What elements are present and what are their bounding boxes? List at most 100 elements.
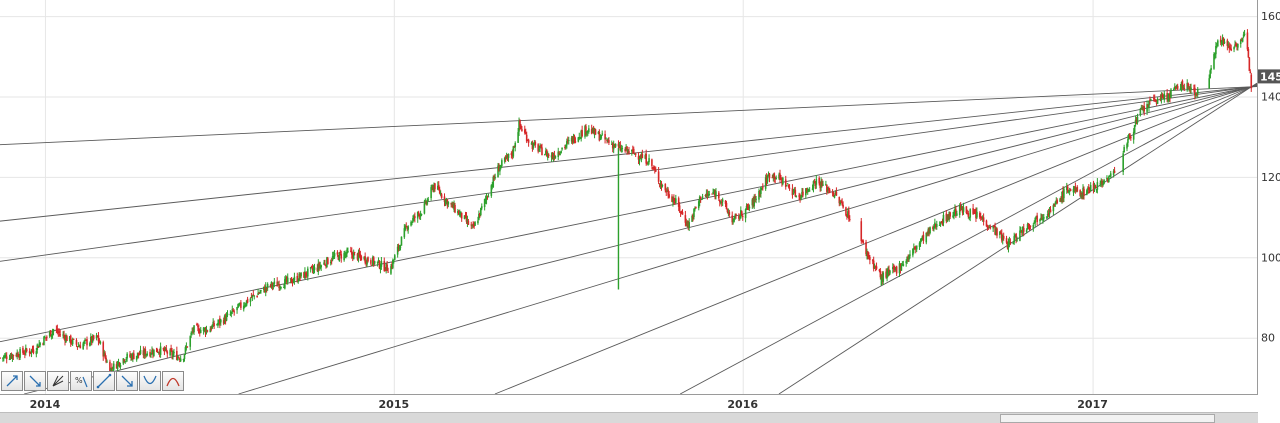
candle-body [533, 142, 536, 145]
candle-body [632, 149, 634, 151]
candle-body [56, 328, 59, 333]
candle-body [986, 225, 989, 228]
scrollbar-thumb[interactable] [1000, 414, 1215, 423]
candle-body [112, 363, 115, 370]
candle-body [1053, 204, 1056, 206]
candle-body [32, 349, 35, 354]
candle-body [3, 355, 6, 358]
candle-body [794, 189, 797, 197]
candle-body [477, 220, 479, 224]
candle-body [1076, 186, 1079, 192]
candle-body [390, 266, 392, 274]
candle-body [826, 184, 828, 192]
candle-body [848, 219, 851, 221]
candle-body [420, 214, 423, 216]
candle-body [673, 197, 675, 202]
candle-body [1127, 138, 1129, 143]
candle-body [894, 267, 897, 270]
arrow-line-tool-button[interactable] [116, 371, 138, 391]
candle-body [1015, 233, 1017, 240]
candle-body [606, 139, 608, 141]
candle-body [645, 153, 647, 164]
fibonacci-fan-tool-button[interactable] [47, 371, 69, 391]
candle-body [210, 327, 213, 330]
candle-body [840, 201, 842, 203]
candle-body [711, 193, 713, 195]
candle-body [405, 226, 408, 228]
candle-body [443, 196, 446, 202]
candlesticks[interactable] [0, 29, 1253, 377]
candle-body [385, 263, 387, 270]
candle-body [585, 126, 587, 134]
candle-body [1139, 108, 1142, 116]
candle-body [162, 348, 165, 350]
valley-curve-tool-button[interactable] [139, 371, 161, 391]
candle-body [458, 211, 460, 215]
candle-body [1237, 43, 1239, 48]
candle-body [774, 177, 777, 179]
candle-body [171, 350, 173, 356]
line-draw-tool-button[interactable] [93, 371, 115, 391]
peak-curve-tool-button[interactable] [162, 371, 184, 391]
candle-body [1093, 185, 1096, 189]
candle-body [526, 140, 529, 142]
candle-body [353, 251, 356, 253]
candle-body [739, 216, 741, 218]
candle-body [10, 354, 13, 358]
candle-body [155, 347, 158, 353]
trend-up-tool-button[interactable] [1, 371, 23, 391]
candle-body [199, 329, 202, 333]
gann-fan[interactable] [0, 82, 1258, 395]
candle-body [1099, 183, 1102, 185]
candle-body [660, 183, 663, 188]
candle-body [232, 310, 235, 312]
candle-body [157, 351, 160, 353]
candle-body [329, 261, 332, 264]
candle-body [1079, 190, 1081, 196]
candle-body [545, 150, 547, 154]
candle-body [65, 336, 67, 343]
candle-body [393, 259, 395, 261]
candle-body [661, 185, 664, 187]
candle-body [647, 163, 649, 165]
candle-body [1035, 216, 1037, 218]
candle-body [76, 346, 79, 348]
candle-body [624, 148, 626, 152]
candle-body [892, 266, 895, 270]
candle-body [666, 190, 669, 192]
candle-body [759, 192, 761, 195]
candle-body [1188, 87, 1190, 89]
candle-body [29, 351, 32, 353]
candle-body [243, 305, 246, 307]
candle-body [514, 142, 517, 148]
time-scrollbar[interactable] [0, 412, 1258, 423]
candle-body [258, 293, 260, 295]
candle-body [464, 215, 467, 217]
candle-body [1014, 234, 1016, 237]
candle-body [371, 264, 373, 266]
candle-body [962, 207, 965, 212]
candle-body [1036, 215, 1038, 223]
candle-body [44, 337, 46, 339]
candle-body [761, 187, 763, 189]
candle-body [1235, 44, 1237, 47]
candle-body [942, 214, 945, 223]
candle-body [1183, 88, 1186, 90]
candle-body [512, 146, 515, 157]
candle-body [1132, 131, 1135, 140]
candle-body [520, 125, 522, 128]
candle-body [519, 119, 521, 127]
candle-body [1189, 87, 1191, 90]
candle-body [345, 254, 347, 256]
candle-body [1167, 96, 1169, 101]
candle-body [887, 270, 889, 273]
candle-body [1012, 243, 1015, 245]
percent-retracement-tool-button[interactable]: % [70, 371, 92, 391]
candle-body [249, 298, 252, 302]
candle-body [1219, 39, 1222, 43]
trend-down-tool-button[interactable] [24, 371, 46, 391]
candle-body [755, 198, 757, 200]
candle-body [430, 187, 432, 199]
candle-body [48, 331, 51, 337]
